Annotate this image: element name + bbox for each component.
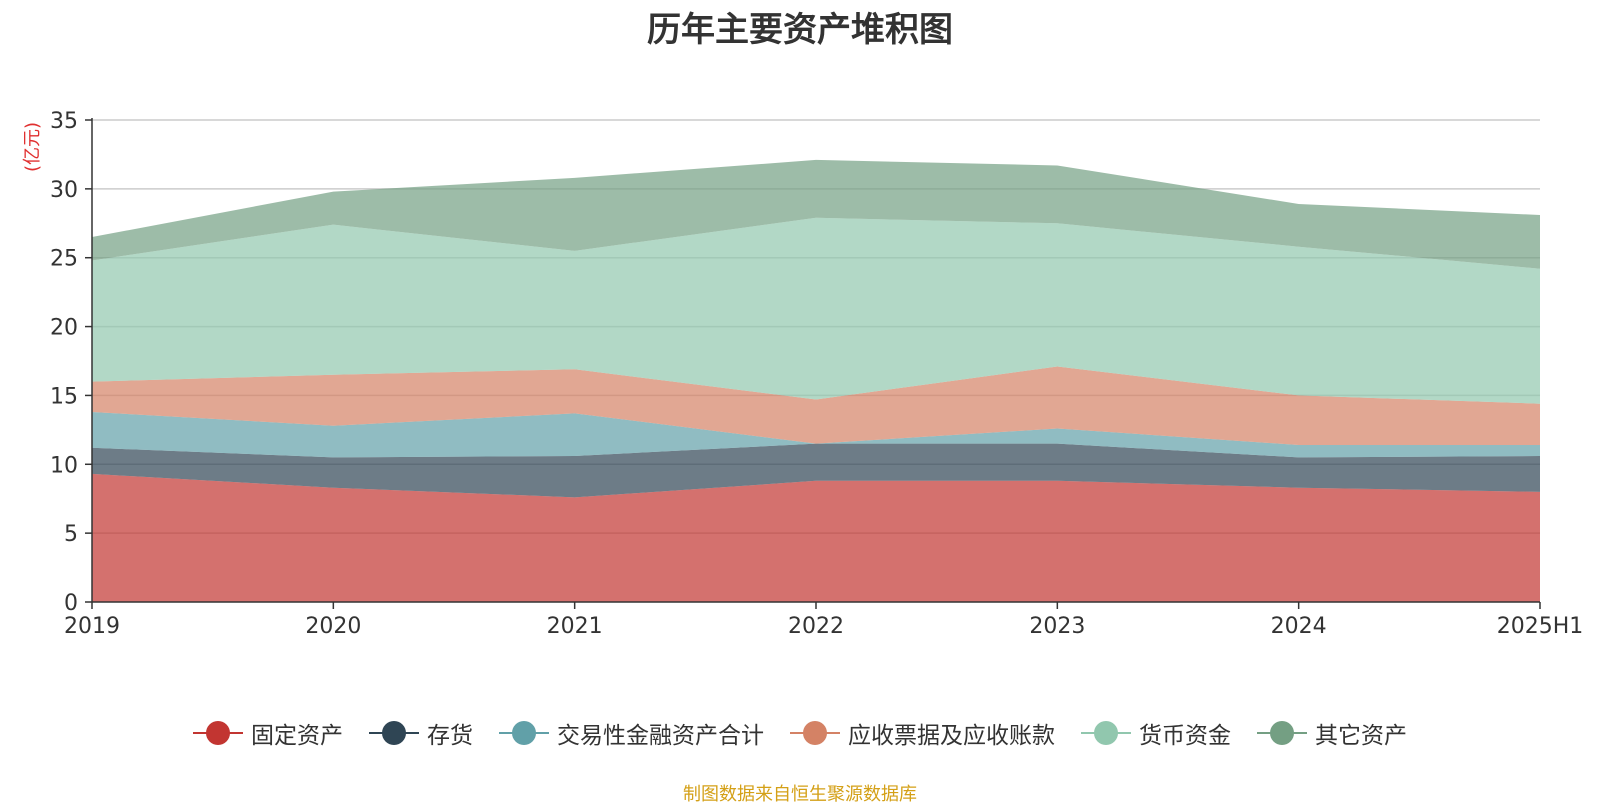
x-tick-label: 2024	[1271, 614, 1327, 639]
legend-item[interactable]: 应收票据及应收账款	[790, 716, 1055, 750]
series-area-6	[92, 159, 1540, 269]
series-area-2	[92, 443, 1540, 498]
legend: 固定资产 存货 交易性金融资产合计 应收票据及应收账款 货币资金 其它资产	[0, 716, 1600, 750]
y-tick-label: 15	[50, 384, 78, 409]
x-tick-label: 2019	[64, 614, 120, 639]
y-tick-label: 30	[50, 178, 78, 203]
y-tick-label: 5	[64, 522, 78, 547]
y-tick-label: 0	[64, 591, 78, 616]
y-tick-label: 10	[50, 453, 78, 478]
x-tick-label: 2020	[305, 614, 361, 639]
legend-item[interactable]: 其它资产	[1257, 716, 1407, 750]
legend-marker	[1081, 720, 1131, 746]
legend-marker	[499, 720, 549, 746]
y-axis-label: (亿元)	[22, 122, 43, 172]
y-tick-label: 25	[50, 247, 78, 272]
x-tick-label: 2022	[788, 614, 844, 639]
series-area-1	[92, 473, 1540, 602]
x-tick-label: 2023	[1029, 614, 1085, 639]
series-area-4	[92, 366, 1540, 446]
legend-marker	[193, 720, 243, 746]
y-tick-label: 35	[50, 109, 78, 134]
legend-item[interactable]: 固定资产	[193, 716, 343, 750]
series-area-3	[92, 411, 1540, 458]
y-tick-label: 20	[50, 316, 78, 341]
legend-item[interactable]: 存货	[369, 716, 473, 750]
series-area-5	[92, 217, 1540, 404]
source-note: 制图数据来自恒生聚源数据库	[683, 784, 917, 805]
legend-marker	[790, 720, 840, 746]
legend-item[interactable]: 交易性金融资产合计	[499, 716, 764, 750]
legend-marker	[369, 720, 419, 746]
x-tick-label: 2021	[547, 614, 603, 639]
legend-label: 交易性金融资产合计	[557, 723, 764, 749]
x-tick-label: 2025H1	[1497, 614, 1584, 639]
legend-label: 货币资金	[1139, 723, 1231, 749]
legend-marker	[1257, 720, 1307, 746]
legend-item[interactable]: 货币资金	[1081, 716, 1231, 750]
legend-label: 应收票据及应收账款	[848, 723, 1055, 749]
legend-label: 固定资产	[251, 723, 343, 749]
legend-label: 存货	[427, 723, 473, 749]
legend-label: 其它资产	[1315, 723, 1407, 749]
chart-title: 历年主要资产堆积图	[647, 10, 953, 50]
